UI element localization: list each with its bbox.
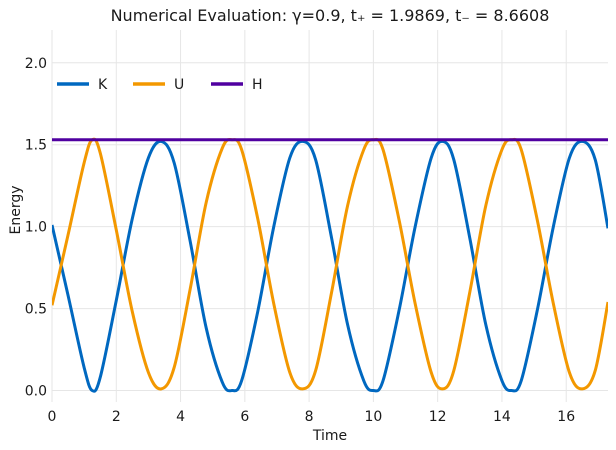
plot-area — [52, 137, 608, 393]
x-tick-label: 12 — [429, 409, 447, 425]
x-tick-label: 0 — [48, 409, 57, 425]
legend-label-u: U — [174, 77, 184, 93]
y-tick-label: 2.0 — [25, 56, 47, 72]
y-tick-label: 0.0 — [25, 384, 47, 400]
x-tick-label: 14 — [493, 409, 511, 425]
x-tick-label: 10 — [364, 409, 382, 425]
x-tick-label: 4 — [176, 409, 185, 425]
x-tick-label: 8 — [305, 409, 314, 425]
y-axis-label: Energy — [8, 185, 24, 234]
y-tick-label: 1.5 — [25, 138, 47, 154]
legend-label-h: H — [252, 77, 263, 93]
series-line-u — [52, 137, 608, 391]
legend-label-k: K — [98, 77, 108, 93]
y-tick-label: 0.5 — [25, 302, 47, 318]
x-tick-label: 16 — [557, 409, 575, 425]
x-tick-label: 2 — [112, 409, 121, 425]
series-line-k — [52, 139, 608, 393]
x-tick-label: 6 — [240, 409, 249, 425]
grid-lines — [51, 30, 608, 402]
tick-labels: 0 2 4 6 8 10 12 14 16 0.0 0.5 1.0 1.5 2.0 — [25, 56, 575, 425]
x-axis-label: Time — [312, 428, 347, 444]
chart-title: Numerical Evaluation: γ=0.9, t₊ = 1.9869… — [111, 6, 550, 25]
y-tick-label: 1.0 — [25, 220, 47, 236]
